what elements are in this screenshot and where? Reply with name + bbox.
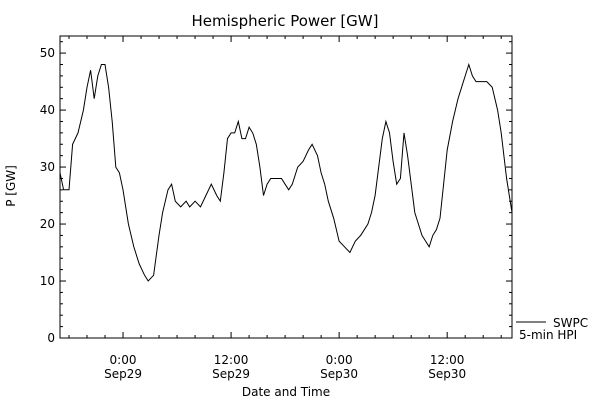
x-tick-time-label: 12:00 — [430, 353, 465, 367]
legend-label-line2: 5-min HPI — [519, 328, 577, 342]
x-axis-label: Date and Time — [242, 385, 330, 399]
y-tick-label: 50 — [40, 46, 55, 60]
x-tick-date-label: Sep29 — [212, 367, 250, 381]
x-tick-time-label: 0:00 — [110, 353, 137, 367]
x-tick-date-label: Sep29 — [104, 367, 142, 381]
y-tick-label: 10 — [40, 274, 55, 288]
y-axis-label: P [GW] — [4, 165, 18, 207]
legend-label-line1: SWPC — [553, 316, 588, 330]
plot-frame — [59, 35, 513, 339]
x-tick-time-label: 0:00 — [326, 353, 353, 367]
y-tick-label: 30 — [40, 160, 55, 174]
y-axis-ticks: 0 10 20 30 40 50 — [40, 41, 512, 345]
x-tick-date-label: Sep30 — [428, 367, 466, 381]
y-tick-label: 40 — [40, 103, 55, 117]
chart-title: Hemispheric Power [GW] — [192, 12, 379, 30]
x-tick-time-label: 12:00 — [214, 353, 249, 367]
y-tick-label: 20 — [40, 217, 55, 231]
series-line-swpc-5min-hpi — [59, 62, 513, 282]
y-tick-label: 0 — [47, 331, 55, 345]
x-tick-date-label: Sep30 — [320, 367, 358, 381]
